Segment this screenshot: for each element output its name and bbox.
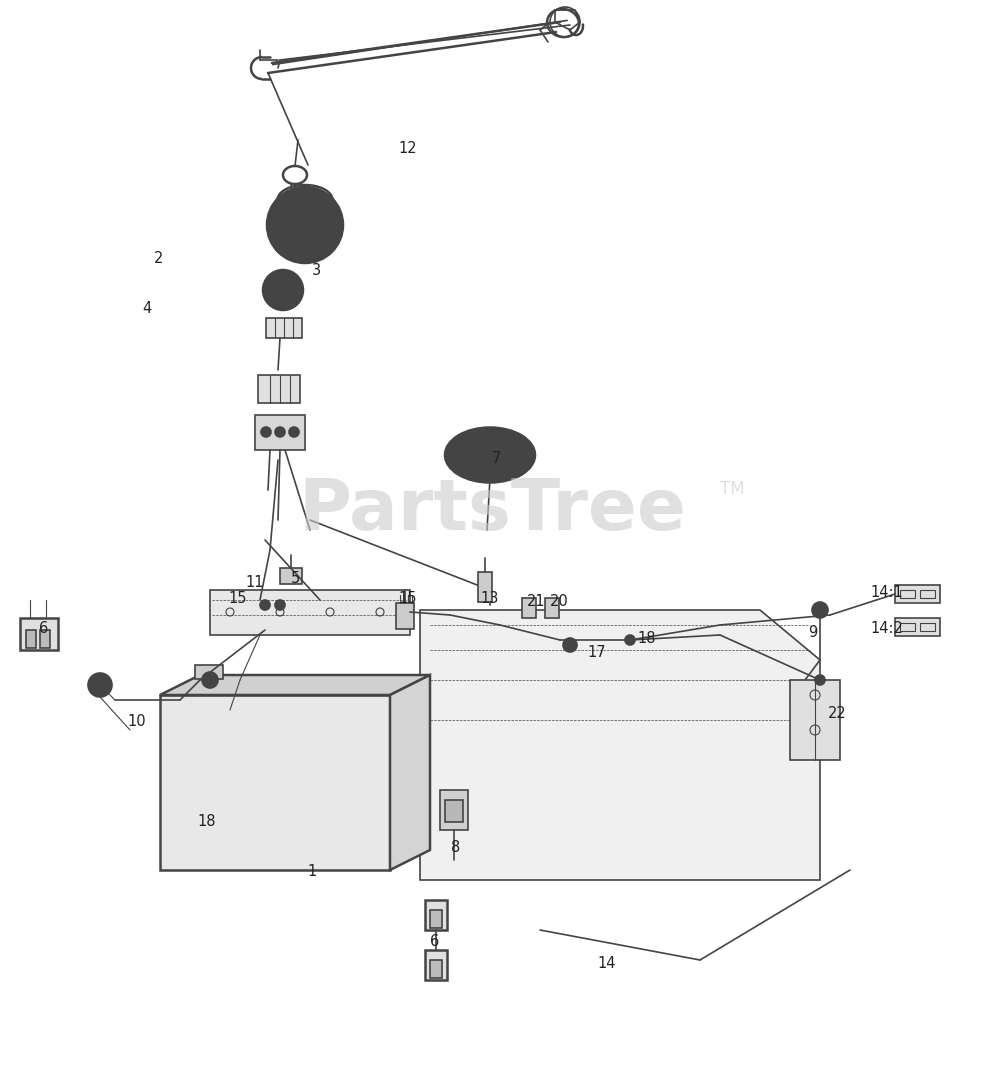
Circle shape	[202, 672, 218, 688]
FancyBboxPatch shape	[258, 374, 300, 403]
Text: TORO: TORO	[294, 221, 316, 228]
Circle shape	[260, 600, 270, 610]
FancyBboxPatch shape	[895, 618, 940, 636]
Text: 18: 18	[197, 814, 216, 829]
FancyBboxPatch shape	[396, 603, 414, 629]
Circle shape	[261, 427, 271, 437]
Polygon shape	[160, 675, 430, 696]
FancyBboxPatch shape	[425, 900, 447, 930]
FancyBboxPatch shape	[20, 618, 58, 649]
Text: 2: 2	[154, 250, 163, 265]
Text: 6: 6	[38, 621, 48, 636]
Circle shape	[815, 675, 825, 685]
FancyBboxPatch shape	[478, 572, 492, 602]
Polygon shape	[390, 675, 430, 870]
Text: 18: 18	[637, 630, 655, 645]
FancyBboxPatch shape	[26, 630, 36, 648]
FancyBboxPatch shape	[440, 790, 468, 830]
Text: 10: 10	[127, 715, 146, 730]
Circle shape	[293, 207, 297, 211]
Text: 22: 22	[828, 705, 847, 720]
Circle shape	[283, 198, 288, 202]
FancyBboxPatch shape	[545, 598, 559, 618]
Circle shape	[263, 270, 303, 310]
FancyBboxPatch shape	[255, 415, 305, 450]
Circle shape	[293, 188, 297, 194]
Circle shape	[625, 635, 635, 645]
Text: 8: 8	[451, 841, 460, 856]
Text: TM: TM	[720, 480, 745, 498]
Text: 14:2: 14:2	[870, 621, 903, 636]
Text: 21: 21	[527, 594, 546, 609]
Text: PartsTree: PartsTree	[298, 475, 686, 545]
Text: 14: 14	[597, 956, 616, 970]
Text: 11: 11	[245, 575, 264, 590]
FancyBboxPatch shape	[255, 592, 303, 630]
Circle shape	[812, 602, 828, 618]
Circle shape	[267, 187, 343, 263]
FancyBboxPatch shape	[445, 800, 463, 822]
Text: 6: 6	[430, 934, 439, 949]
FancyBboxPatch shape	[160, 696, 390, 870]
FancyBboxPatch shape	[430, 960, 442, 978]
FancyBboxPatch shape	[790, 681, 840, 760]
Text: 17: 17	[587, 644, 606, 659]
Circle shape	[322, 198, 327, 202]
Text: 15: 15	[228, 591, 246, 606]
Text: 4: 4	[143, 301, 152, 316]
FancyBboxPatch shape	[266, 318, 302, 338]
FancyBboxPatch shape	[895, 585, 940, 603]
Text: 20: 20	[550, 594, 568, 609]
Text: 12: 12	[398, 140, 417, 155]
Circle shape	[312, 188, 317, 194]
Text: 7: 7	[492, 450, 501, 465]
FancyBboxPatch shape	[522, 598, 536, 618]
FancyBboxPatch shape	[425, 950, 447, 980]
FancyBboxPatch shape	[210, 590, 410, 635]
Circle shape	[275, 600, 285, 610]
Text: 9: 9	[808, 625, 818, 640]
Text: 5: 5	[291, 570, 300, 585]
FancyBboxPatch shape	[40, 630, 50, 648]
Circle shape	[312, 207, 317, 211]
Ellipse shape	[445, 428, 535, 483]
Circle shape	[275, 427, 285, 437]
Text: 15: 15	[398, 591, 417, 606]
Text: 3: 3	[312, 262, 321, 277]
Circle shape	[277, 284, 289, 296]
FancyBboxPatch shape	[195, 664, 223, 679]
Circle shape	[563, 638, 577, 652]
FancyBboxPatch shape	[280, 568, 302, 584]
FancyBboxPatch shape	[430, 910, 442, 928]
Polygon shape	[420, 610, 820, 880]
Text: 13: 13	[480, 591, 498, 606]
Text: 14:1: 14:1	[870, 584, 902, 599]
Circle shape	[289, 427, 299, 437]
Circle shape	[88, 673, 112, 697]
Text: 1: 1	[307, 865, 316, 880]
